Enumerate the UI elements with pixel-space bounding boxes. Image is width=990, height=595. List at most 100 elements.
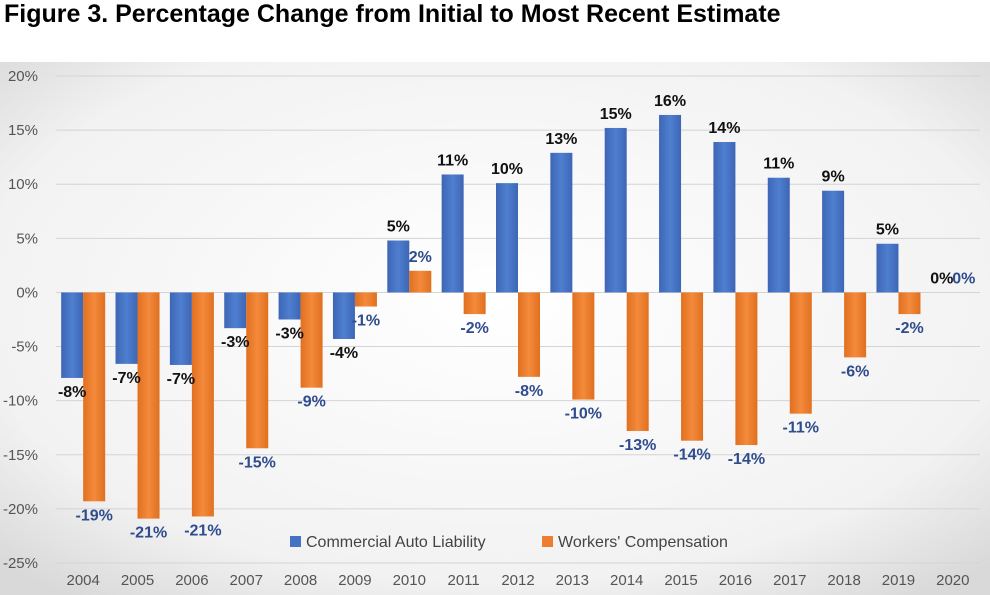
bar-workers-comp	[409, 270, 432, 293]
bar-commercial-auto	[224, 292, 247, 329]
x-tick-label: 2015	[664, 572, 697, 589]
bar-workers-comp	[354, 292, 377, 307]
bar-workers-comp	[735, 292, 758, 446]
data-label-commercial-auto: 15%	[600, 106, 632, 123]
y-tick-label: 15%	[8, 122, 38, 139]
y-tick-label: -15%	[3, 447, 38, 464]
x-tick-label: 2018	[827, 572, 860, 589]
data-label-commercial-auto: -4%	[330, 345, 358, 362]
data-label-workers-comp: -9%	[297, 394, 325, 411]
data-label-workers-comp: -1%	[352, 313, 380, 330]
bar-commercial-auto	[115, 292, 138, 364]
data-label-commercial-auto: 9%	[822, 169, 845, 186]
data-label-workers-comp: -6%	[841, 363, 869, 380]
data-label-workers-comp: -10%	[565, 406, 602, 423]
data-label-commercial-auto: 0%	[930, 270, 953, 287]
x-tick-label: 2004	[66, 572, 99, 589]
y-tick-label: -5%	[11, 339, 38, 356]
x-tick-label: 2011	[448, 572, 480, 589]
data-label-commercial-auto: 16%	[654, 93, 686, 110]
x-tick-label: 2010	[393, 572, 426, 589]
data-label-commercial-auto: -3%	[221, 334, 249, 351]
y-tick-label: 5%	[16, 230, 38, 247]
data-label-commercial-auto: -8%	[58, 384, 86, 401]
x-tick-label: 2006	[175, 572, 208, 589]
bar-workers-comp	[518, 292, 540, 377]
bar-workers-comp	[789, 292, 812, 414]
data-label-workers-comp: 0%	[952, 270, 975, 287]
bar-workers-comp	[191, 292, 214, 517]
bar-workers-comp	[626, 292, 649, 431]
data-label-workers-comp: -11%	[783, 420, 819, 437]
bar-workers-comp	[681, 292, 704, 441]
bar-workers-comp	[300, 292, 323, 388]
y-tick-label: -10%	[3, 393, 38, 410]
x-tick-label: 2008	[284, 572, 317, 589]
x-tick-label: 2007	[230, 572, 263, 589]
data-label-commercial-auto: 10%	[491, 161, 523, 178]
bar-commercial-auto	[604, 127, 627, 293]
data-label-workers-comp: 2%	[409, 249, 432, 266]
x-tick-label: 2013	[556, 572, 589, 589]
data-label-workers-comp: -21%	[184, 522, 221, 539]
data-label-workers-comp: -19%	[75, 507, 112, 524]
data-label-workers-comp: -8%	[515, 383, 543, 400]
bar-commercial-auto	[61, 292, 84, 378]
bar-commercial-auto	[713, 142, 736, 293]
data-label-commercial-auto: -3%	[275, 326, 303, 343]
bar-workers-comp	[246, 292, 269, 449]
data-label-workers-comp: -15%	[239, 454, 276, 471]
legend-swatch-commercial-auto	[290, 536, 301, 547]
data-label-commercial-auto: -7%	[167, 371, 195, 388]
bar-workers-comp	[83, 292, 106, 502]
bar-commercial-auto	[496, 183, 518, 293]
y-tick-label: 20%	[8, 68, 38, 85]
data-label-workers-comp: -13%	[619, 437, 656, 454]
data-label-workers-comp: -14%	[673, 447, 710, 464]
bar-commercial-auto	[441, 174, 464, 293]
bar-commercial-auto	[822, 190, 845, 293]
bar-workers-comp	[463, 292, 486, 315]
x-axis: 2004 2005 2006 2007 2008 2009 2010 2011 2012 2013…	[66, 572, 969, 589]
data-label-commercial-auto: 5%	[387, 218, 410, 235]
x-tick-label: 2016	[719, 572, 752, 589]
data-label-commercial-auto: 13%	[545, 131, 577, 148]
data-label-commercial-auto: 14%	[708, 120, 740, 137]
legend-label-workers-comp: Workers' Compensation	[558, 534, 728, 551]
bar-commercial-auto	[550, 152, 573, 293]
bar-workers-comp	[572, 292, 595, 400]
y-axis: 20% 15% 10% 5% 0% -5% -10% -15% -20% -25%	[3, 68, 38, 572]
x-tick-label: 2017	[773, 572, 806, 589]
bar-workers-comp	[898, 292, 921, 315]
data-label-commercial-auto: 5%	[876, 222, 899, 239]
x-tick-label: 2009	[338, 572, 371, 589]
y-tick-label: -20%	[3, 501, 38, 518]
bar-commercial-auto	[387, 240, 410, 293]
bar-commercial-auto	[659, 114, 682, 293]
x-tick-label: 2005	[121, 572, 154, 589]
x-tick-label: 2014	[610, 572, 643, 589]
y-tick-label: 0%	[16, 284, 38, 301]
legend: Commercial Auto Liability Workers' Compe…	[290, 534, 728, 551]
x-tick-label: 2012	[501, 572, 534, 589]
plot-background	[0, 62, 990, 595]
bar-commercial-auto	[278, 292, 301, 320]
bars	[61, 114, 921, 519]
y-tick-label: -25%	[3, 555, 38, 572]
data-label-commercial-auto: 11%	[763, 156, 794, 173]
x-tick-label: 2019	[882, 572, 915, 589]
x-tick-label: 2020	[936, 572, 969, 589]
chart-title: Figure 3. Percentage Change from Initial…	[4, 0, 781, 28]
bar-workers-comp	[844, 292, 867, 358]
bar-workers-comp	[137, 292, 160, 519]
data-label-workers-comp: -21%	[130, 525, 167, 542]
data-label-commercial-auto: 11%	[437, 152, 468, 169]
y-tick-label: 10%	[8, 176, 38, 193]
bar-commercial-auto	[169, 292, 192, 365]
bar-commercial-auto	[767, 177, 790, 293]
legend-label-commercial-auto: Commercial Auto Liability	[306, 534, 486, 551]
data-labels: -8% -19% -7% -21% -7% -21% -3% -15% -3% -9% -4% -1%…	[58, 93, 975, 542]
data-label-workers-comp: -14%	[728, 451, 765, 468]
data-label-workers-comp: -2%	[895, 320, 923, 337]
bar-commercial-auto	[876, 243, 899, 293]
